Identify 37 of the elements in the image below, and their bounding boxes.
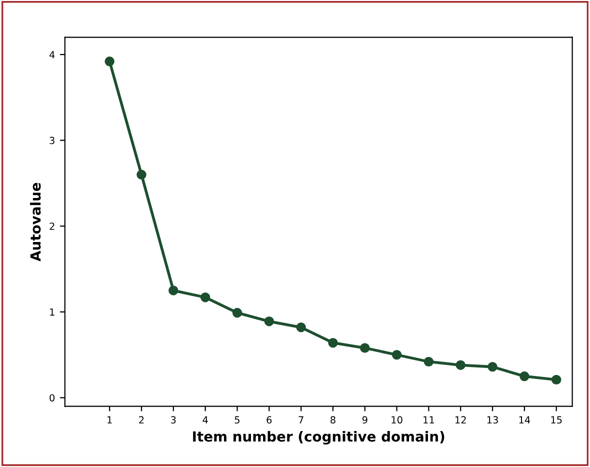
x-tick-label: 5 <box>234 416 240 424</box>
y-axis-title: Autovalue <box>30 182 41 262</box>
point <box>456 360 466 370</box>
point <box>296 322 306 332</box>
y-tick-label: 2 <box>50 222 54 230</box>
y-tick-label: 1 <box>50 308 54 316</box>
y-tick-label: 0 <box>50 394 55 402</box>
x-tick-label: 3 <box>171 416 176 424</box>
x-axis-title: Item number (cognitive domain) <box>193 430 444 445</box>
x-tick-label: 15 <box>551 416 562 424</box>
point <box>488 362 498 372</box>
point <box>551 374 562 385</box>
point <box>264 316 274 326</box>
y-tick-label: 4 <box>49 51 55 58</box>
point <box>360 343 370 353</box>
point <box>200 292 210 302</box>
x-tick-label: 14 <box>519 416 530 424</box>
x-tick-label: 8 <box>330 416 336 424</box>
x-tick-label: 6 <box>266 416 272 424</box>
point <box>104 56 114 66</box>
point <box>136 170 146 180</box>
x-tick-label: 11 <box>424 416 434 424</box>
point <box>232 308 242 318</box>
x-tick-label: 1 <box>108 416 112 424</box>
x-tick-label: 4 <box>202 416 208 424</box>
x-tick-label: 9 <box>362 416 368 424</box>
point <box>520 371 530 382</box>
x-tick-label: 12 <box>455 416 466 424</box>
x-tick-label: 13 <box>487 416 498 424</box>
x-tick-label: 2 <box>139 416 144 424</box>
x-tick-label: 10 <box>392 416 402 424</box>
point <box>328 338 338 348</box>
point <box>392 350 402 360</box>
y-tick-label: 3 <box>50 136 54 144</box>
point <box>424 356 434 367</box>
x-tick-label: 7 <box>298 416 304 424</box>
point <box>168 286 178 296</box>
